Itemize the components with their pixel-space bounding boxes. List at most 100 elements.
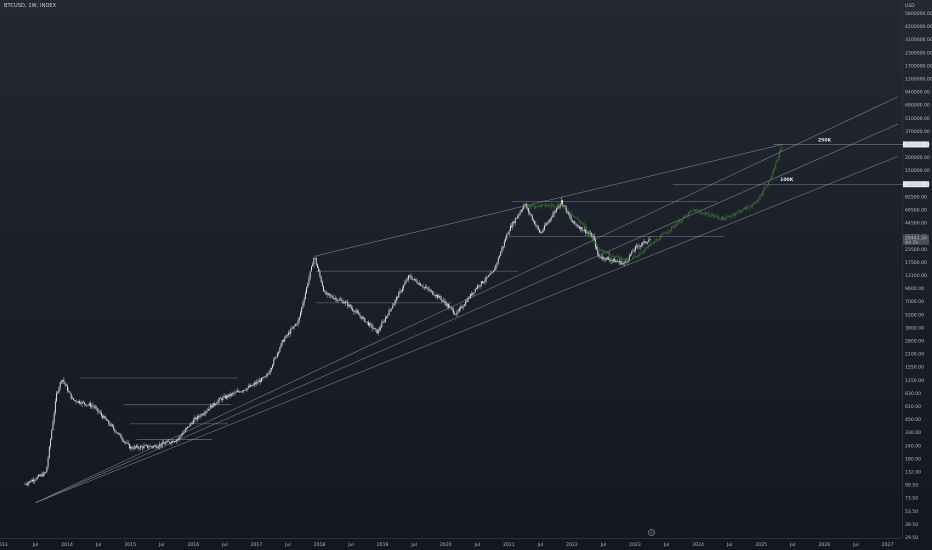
price-axis-tick: 29.50 [905,535,918,541]
candle [577,226,579,228]
candle [370,323,372,325]
projection-candle [646,247,648,248]
candle [516,218,517,219]
candle [505,239,507,242]
candle [57,391,59,393]
projection-candle [730,216,732,218]
candle [173,441,175,443]
candle [433,294,435,296]
time-axis-tick: Jul [726,542,733,548]
candle [485,276,487,281]
candle [109,423,111,426]
candle [239,391,241,393]
projection-candle [566,208,568,211]
candle [201,414,203,415]
price-axis-tick: 99.50 [905,483,918,489]
projection-candle [612,255,614,257]
candle [536,225,538,227]
candle [312,264,314,267]
projection-candle [565,206,567,209]
projection-candle [649,245,651,246]
candle [590,233,591,234]
candle [67,385,68,391]
candle [257,381,259,383]
projection-candle [587,230,589,232]
projection-candle [613,256,615,258]
candle [542,229,544,232]
candle [435,294,437,297]
projection-candle [543,204,545,205]
projection-candle [578,219,580,222]
candle [628,255,630,260]
candle [592,235,594,237]
candle [139,446,141,449]
candle [27,484,28,485]
time-axis-tick: 2014 [61,542,73,548]
candle [318,267,320,272]
candle [314,258,316,259]
projection-candle [590,236,592,238]
projection-candle [647,245,649,248]
candle [63,379,65,383]
projection-candle [627,258,629,261]
projection-candle [599,247,601,250]
candle [398,292,400,298]
candle [171,441,173,444]
candle [285,335,287,339]
candle [249,386,250,387]
candle [399,290,401,293]
projection-candle [709,216,711,217]
candle [620,261,622,265]
candle [556,208,557,212]
projection-candle [685,214,687,217]
candle [617,261,619,263]
candle [313,258,315,265]
time-axis-tick: 2024 [692,542,704,548]
projection-candle [760,195,762,196]
candle [331,295,333,298]
candle [571,220,573,223]
price-axis-tick: 39.50 [905,522,918,528]
projection-candle [770,177,772,181]
projection-candle [638,254,640,257]
projection-candle [692,209,694,211]
projection-candle [658,239,660,241]
price-axis-tick: 510000.00 [905,116,930,122]
projection-candle [702,213,704,214]
candle [491,272,493,273]
candle [143,446,145,449]
projection-candle [533,205,535,208]
candle [52,421,54,431]
price-axis-tick: 23500.00 [905,247,927,253]
projection-candle [537,205,539,207]
candle [278,351,280,354]
candle [644,241,646,243]
candle [247,386,249,388]
projection-candle [719,217,721,219]
candle [212,403,214,408]
time-axis-tick: Jul [789,542,796,548]
candle [342,300,344,304]
time-axis-tick: Jul [158,542,165,548]
candle [141,446,142,447]
candle [469,294,471,298]
projection-candle [562,206,564,207]
candle [501,247,503,252]
candle [259,380,261,382]
candle [535,224,537,226]
projection-candle [592,236,593,241]
candle [261,377,263,382]
candle [39,475,41,476]
candle [349,304,351,308]
candle [553,211,555,215]
candle [411,278,413,280]
candle [281,340,283,344]
candle [104,416,106,419]
level-price-tag [903,141,929,148]
candle [145,445,147,446]
candle [531,215,533,220]
projection-candle [589,233,591,238]
replay-icon[interactable]: ⟲ [648,529,655,536]
candle [307,283,309,288]
